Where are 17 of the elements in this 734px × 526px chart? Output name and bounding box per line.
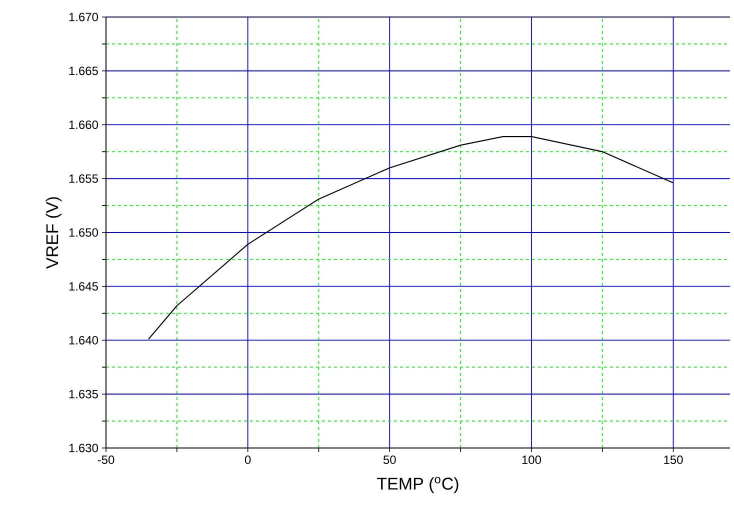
y-tick-label: 1.655	[69, 174, 98, 183]
x-tick-label: 0	[244, 456, 251, 464]
x-axis-title: TEMP ($^{o}$C)	[377, 476, 458, 494]
y-tick-label: 1.630	[69, 444, 98, 452]
y-tick-label: 1.660	[69, 120, 98, 129]
y-tick-label: 1.640	[69, 336, 98, 344]
y-tick-label: 1.670	[69, 12, 98, 22]
x-tick-label: 50	[383, 456, 396, 464]
x-tick-label: 150	[664, 456, 683, 464]
x-tick-label: 100	[522, 456, 541, 464]
y-tick-label: 1.645	[69, 282, 98, 291]
x-tick-label: -50	[98, 456, 114, 464]
y-tick-label: 1.665	[69, 66, 98, 76]
y-tick-label: 1.635	[69, 390, 98, 398]
y-tick-label: 1.650	[69, 228, 98, 237]
line-series	[148, 136, 674, 340]
y-axis-title: VREF (V)	[46, 197, 62, 269]
